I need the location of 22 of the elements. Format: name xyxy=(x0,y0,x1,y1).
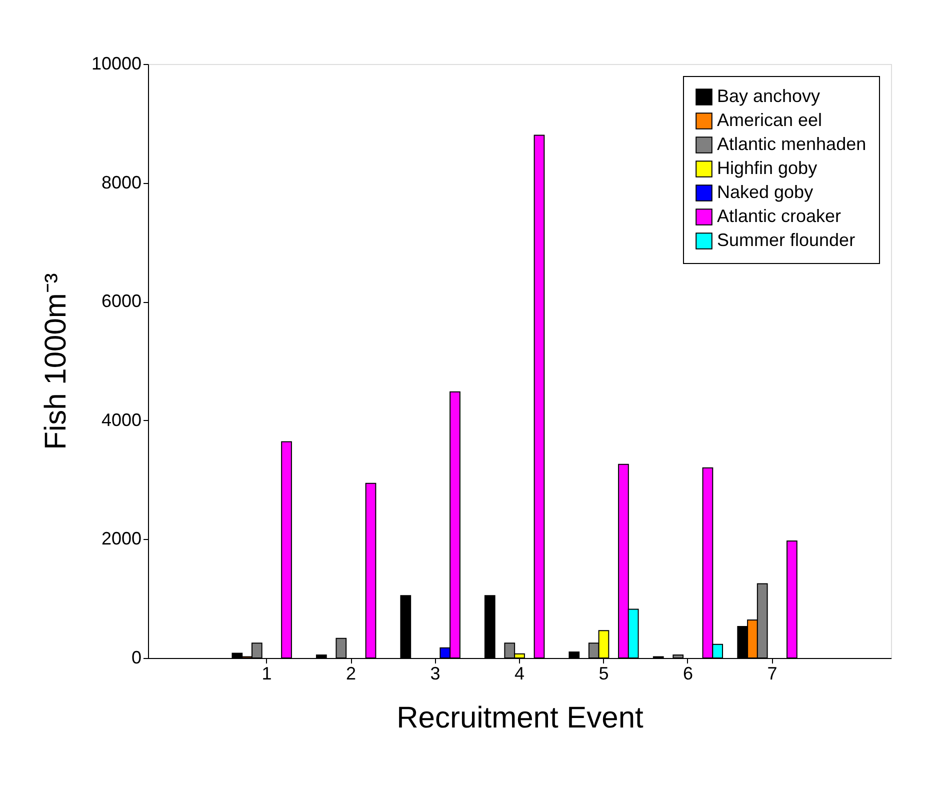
y-axis-title: Fish 1000m⁻³ xyxy=(39,273,72,450)
x-tick-label: 3 xyxy=(430,664,440,684)
y-tick-label: 4000 xyxy=(101,410,142,430)
legend-label: American eel xyxy=(717,110,822,130)
legend-label: Naked goby xyxy=(717,182,814,202)
legend-label: Bay anchovy xyxy=(717,86,820,106)
y-tick-label: 0 xyxy=(131,648,142,668)
y-tick-label: 8000 xyxy=(101,172,142,192)
x-tick-label: 7 xyxy=(767,664,778,684)
x-tick-label: 6 xyxy=(682,664,693,684)
x-axis-title: Recruitment Event xyxy=(396,702,644,734)
legend-label: Summer flounder xyxy=(717,230,856,250)
y-tick-label: 6000 xyxy=(101,291,142,312)
x-tick-label: 1 xyxy=(262,664,272,684)
legend-label: Atlantic menhaden xyxy=(717,134,866,154)
legend-label: Highfin goby xyxy=(717,158,818,178)
legend-label: Atlantic croaker xyxy=(717,206,842,226)
y-tick-label: 2000 xyxy=(101,528,142,549)
y-tick-label: 10000 xyxy=(91,54,142,74)
x-tick-label: 2 xyxy=(346,664,356,684)
x-tick-label: 5 xyxy=(598,664,609,684)
x-tick-label: 4 xyxy=(514,664,525,684)
